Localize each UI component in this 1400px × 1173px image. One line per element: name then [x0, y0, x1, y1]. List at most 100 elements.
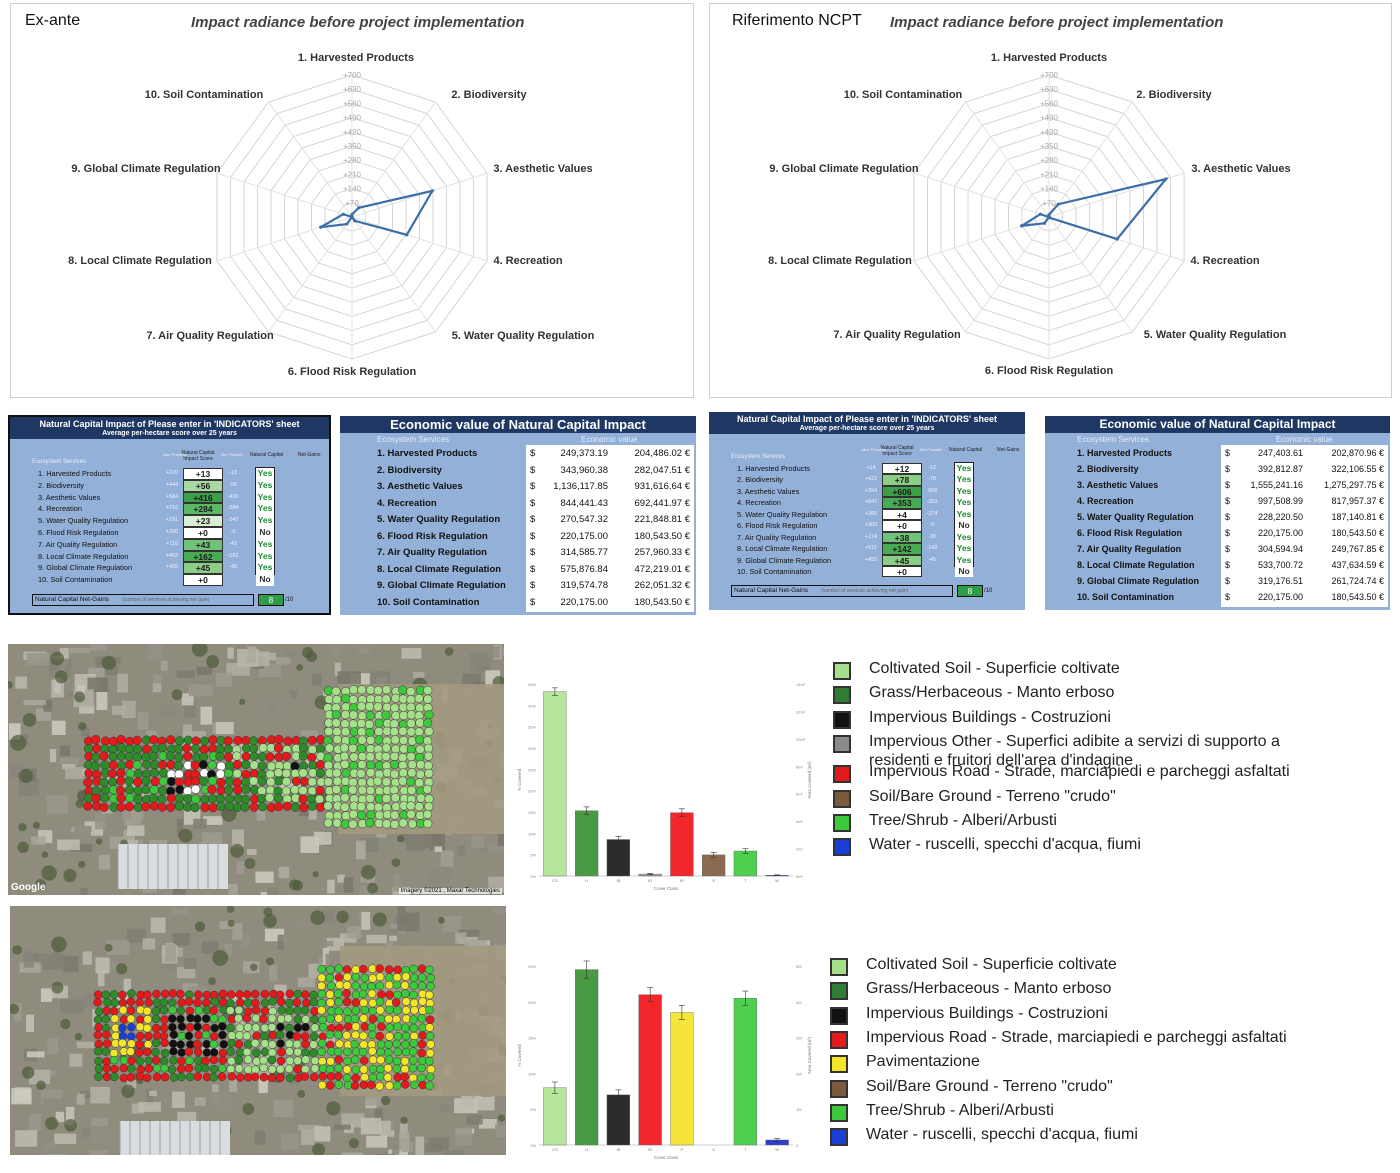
min-possible: -0: [230, 529, 236, 535]
map-tile: [474, 1094, 495, 1111]
land-cover-point: [207, 760, 217, 770]
land-cover-point: [109, 1072, 119, 1082]
land-cover-point: [357, 735, 367, 745]
land-cover-point: [307, 786, 317, 796]
land-cover-point: [110, 1064, 119, 1074]
map-tree: [361, 864, 376, 880]
land-cover-point: [283, 736, 293, 746]
land-cover-point: [385, 1005, 394, 1015]
land-cover-point: [249, 802, 259, 812]
y-tick-label: 5%: [530, 1107, 536, 1112]
land-cover-point: [218, 1030, 227, 1040]
land-cover-point: [309, 997, 318, 1007]
map-tile: [148, 644, 163, 660]
land-cover-point: [422, 784, 432, 794]
econ-eur: 692,441.97 €: [634, 497, 690, 509]
map-tile: [26, 1014, 34, 1033]
land-cover-point: [293, 1056, 302, 1065]
land-cover-point: [348, 710, 358, 720]
legend-bottom: Coltivated Soil - Superficie coltivate Gr…: [830, 956, 1390, 1153]
currency-symbol: $: [530, 514, 536, 525]
y2-tick-label: 3M: [796, 1036, 802, 1041]
land-cover-point: [301, 1022, 310, 1032]
map-tile: [184, 958, 197, 970]
land-cover-point: [401, 1040, 410, 1049]
map-tile: [283, 650, 295, 661]
impact-score: +78: [882, 474, 922, 486]
land-cover-point: [351, 1006, 361, 1015]
land-cover-point: [373, 702, 383, 712]
land-cover-point: [273, 743, 284, 753]
map-tile: [160, 961, 178, 970]
land-cover-point: [307, 753, 317, 763]
land-cover-point: [259, 1056, 268, 1065]
net-gain-flag: Yes: [257, 479, 273, 490]
land-cover-point: [384, 1055, 394, 1064]
land-cover-point: [185, 1072, 195, 1082]
land-cover-point: [94, 1039, 104, 1049]
y2-tick-label: 0: [796, 1143, 799, 1148]
max-possible: +444: [165, 481, 179, 488]
land-cover-point: [417, 1048, 426, 1058]
land-cover-point: [365, 710, 375, 720]
map-tile: [492, 907, 506, 914]
land-cover-point: [194, 1030, 203, 1040]
net-gain-flag: Yes: [956, 508, 972, 519]
land-cover-point: [367, 982, 376, 991]
land-cover-point: [241, 752, 251, 762]
map-tile: [122, 700, 136, 719]
land-cover-point: [209, 1064, 219, 1074]
map-tree: [336, 910, 349, 924]
land-cover-point: [409, 973, 419, 983]
map-tile: [256, 802, 266, 821]
land-cover-point: [144, 998, 153, 1007]
service-name: 4. Recreation: [38, 504, 82, 514]
land-cover-point: [392, 1056, 402, 1066]
land-cover-point: [390, 777, 400, 788]
legend-swatch: [833, 734, 851, 753]
land-cover-point: [317, 1047, 326, 1057]
service-name: 5. Water Quality Regulation: [737, 509, 828, 519]
land-cover-point: [274, 752, 284, 762]
land-cover-point: [343, 1047, 352, 1057]
land-cover-point: [142, 1006, 152, 1016]
land-cover-point: [93, 1030, 103, 1040]
land-cover-point: [261, 998, 270, 1008]
map-tree: [41, 865, 57, 881]
map-tile: [145, 1089, 153, 1105]
legend-swatch: [830, 1128, 848, 1147]
land-cover-point: [360, 982, 369, 991]
land-cover-point: [144, 1031, 153, 1041]
land-cover-point: [356, 701, 367, 711]
land-cover-point: [94, 1023, 103, 1032]
radar-point: [1038, 212, 1042, 216]
land-cover-point: [423, 819, 433, 829]
land-cover-point: [234, 1014, 243, 1023]
land-cover-point: [375, 1006, 385, 1015]
map-tile: [300, 1129, 315, 1145]
land-cover-point: [157, 785, 168, 795]
land-cover-point: [290, 793, 301, 803]
land-cover-point: [227, 1031, 237, 1040]
land-cover-point: [393, 1032, 403, 1041]
net-gain-flag: No: [955, 566, 973, 578]
map-tile: [80, 726, 89, 737]
max-possible: +422: [864, 476, 878, 483]
radar-spoke: [351, 101, 436, 218]
map-tree: [296, 664, 304, 672]
land-cover-point: [267, 1065, 277, 1074]
land-cover-point: [143, 990, 152, 999]
min-possible: -274: [926, 510, 938, 517]
map-tile: [308, 809, 317, 820]
max-possible: +716: [165, 505, 179, 512]
land-cover-point: [100, 760, 110, 770]
land-cover-point: [191, 794, 201, 804]
map-tile: [215, 722, 234, 735]
land-cover-point: [309, 1040, 318, 1049]
map-tree: [208, 977, 217, 986]
map-tile: [15, 676, 28, 689]
map-tree: [171, 689, 183, 701]
radar-tick-label: +70: [1042, 199, 1056, 208]
land-cover-point: [141, 776, 151, 786]
map-tile: [201, 941, 219, 954]
